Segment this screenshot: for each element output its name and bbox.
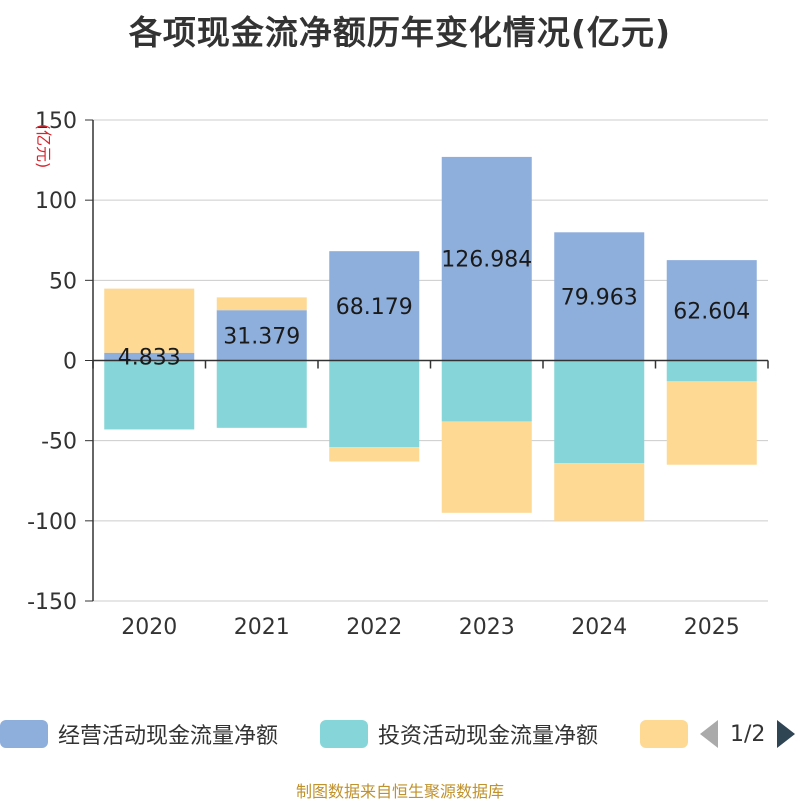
bar-series2 [666,381,757,465]
x-tick-label: 2025 [684,615,740,640]
legend-item-operating[interactable]: 经营活动现金流量净额 [0,716,278,752]
bar-series2 [216,297,307,311]
bar-series0 [666,260,757,361]
y-tick-label: 0 [63,350,77,375]
x-tick-label: 2024 [571,615,627,640]
x-tick-label: 2023 [459,615,515,640]
legend-next-icon[interactable] [777,720,796,748]
bar-series0 [441,156,532,361]
data-label: 68.179 [336,295,413,320]
bar-series2 [441,421,532,513]
bar-series0 [104,352,195,361]
bar-series1 [554,360,645,464]
data-label: 62.604 [673,299,750,324]
bar-series1 [329,360,420,448]
legend-swatch-operating [0,720,48,748]
legend-item-investing[interactable]: 投资活动现金流量净额 [320,716,598,752]
legend-prev-icon[interactable] [700,720,718,748]
legend-page-indicator: 1/2 [730,721,766,747]
bar-series1 [666,360,757,382]
data-source-note: 制图数据来自恒生聚源数据库 [295,782,504,801]
data-label: 31.379 [223,324,300,349]
data-label: 4.833 [118,346,181,371]
y-tick-label: -150 [27,590,77,615]
bar-series2 [104,288,195,353]
y-tick-label: 150 [35,109,77,134]
x-tick-label: 2021 [234,615,290,640]
y-tick-label: 100 [35,189,77,214]
y-tick-label: -50 [41,430,77,455]
legend-item-financing[interactable] [640,716,698,752]
bar-series0 [329,251,420,361]
bar-series1 [104,360,195,430]
legend-swatch-investing [320,720,368,748]
bar-series1 [216,360,307,428]
x-tick-label: 2020 [121,615,177,640]
data-label: 126.984 [441,248,532,273]
data-label: 79.963 [561,285,638,310]
bar-series0 [554,232,645,361]
bar-series2 [554,463,645,521]
legend-label-investing: 投资活动现金流量净额 [378,724,599,749]
x-tick-label: 2022 [346,615,402,640]
chart-title: 各项现金流净额历年变化情况(亿元) [128,13,672,52]
bar-series1 [441,360,532,422]
bar-series2 [329,447,420,462]
y-tick-label: -100 [27,510,77,535]
legend-pager: 1/2 [700,716,796,752]
bar-series0 [216,310,307,361]
legend-label-operating: 经营活动现金流量净额 [58,724,279,749]
y-axis-label: (亿元) [34,124,53,169]
legend-swatch-financing [640,720,688,748]
y-tick-label: 50 [49,269,77,294]
